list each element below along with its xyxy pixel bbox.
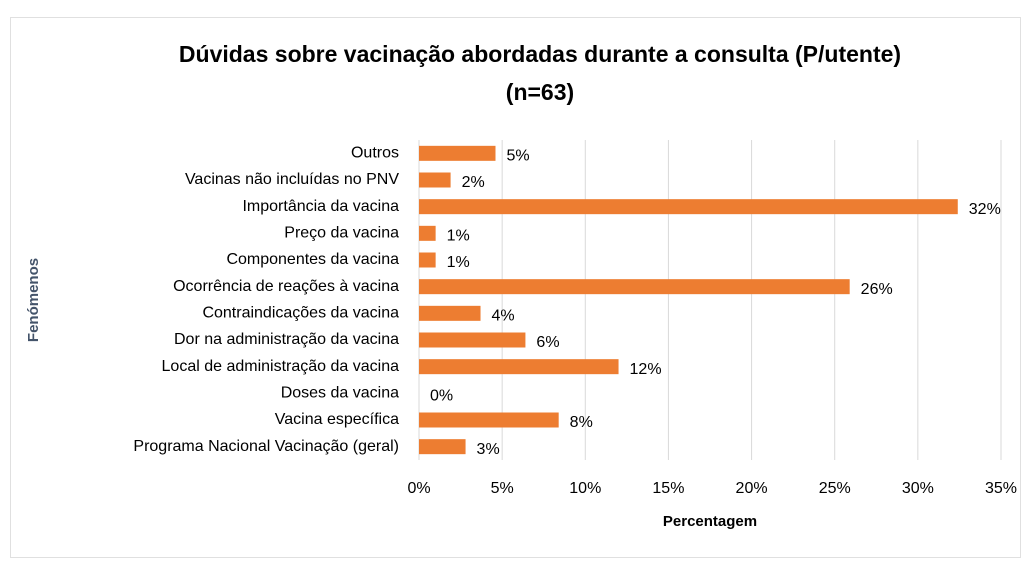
bar bbox=[419, 359, 619, 375]
value-label: 4% bbox=[492, 308, 515, 325]
value-label: 5% bbox=[506, 148, 529, 165]
y-tick-label: Programa Nacional Vacinação (geral) bbox=[133, 438, 399, 455]
y-tick-label: Vacina específica bbox=[275, 411, 399, 428]
x-tick-label: 5% bbox=[491, 480, 514, 497]
value-label: 3% bbox=[477, 441, 500, 458]
bar bbox=[419, 225, 436, 241]
x-axis-label: Percentagem bbox=[663, 513, 757, 530]
value-label: 0% bbox=[430, 388, 453, 405]
y-tick-label: Preço da vacina bbox=[284, 225, 399, 242]
y-tick-label: Contraindicações da vacina bbox=[202, 305, 399, 322]
bar bbox=[419, 252, 436, 268]
x-tick-label: 10% bbox=[569, 480, 601, 497]
bar bbox=[419, 305, 481, 321]
x-tick-label: 15% bbox=[652, 480, 684, 497]
bar bbox=[419, 145, 496, 161]
y-axis-label: Fenómenos bbox=[25, 258, 42, 342]
y-tick-label: Local de administração da vacina bbox=[162, 358, 400, 375]
bar bbox=[419, 199, 958, 215]
y-tick-label: Dor na administração da vacina bbox=[174, 331, 399, 348]
value-label: 1% bbox=[447, 228, 470, 245]
value-label: 32% bbox=[969, 201, 1001, 218]
y-tick-label: Doses da vacina bbox=[281, 385, 399, 402]
value-label: 1% bbox=[447, 254, 470, 271]
y-tick-label: Vacinas não incluídas no PNV bbox=[185, 171, 399, 188]
value-label: 2% bbox=[462, 174, 485, 191]
x-tick-label: 0% bbox=[407, 480, 430, 497]
x-tick-label: 25% bbox=[819, 480, 851, 497]
value-label: 12% bbox=[630, 361, 662, 378]
chart-title: Dúvidas sobre vacinação abordadas durant… bbox=[179, 41, 901, 67]
bar bbox=[419, 332, 526, 348]
bar bbox=[419, 279, 850, 295]
y-tick-label: Importância da vacina bbox=[242, 198, 399, 215]
y-tick-label: Componentes da vacina bbox=[226, 251, 399, 268]
bar bbox=[419, 439, 466, 455]
bar bbox=[419, 172, 451, 188]
x-tick-label: 30% bbox=[902, 480, 934, 497]
value-label: 26% bbox=[861, 281, 893, 298]
value-label: 6% bbox=[536, 334, 559, 351]
x-tick-label: 20% bbox=[736, 480, 768, 497]
value-label: 8% bbox=[570, 414, 593, 431]
chart-subtitle: (n=63) bbox=[506, 79, 574, 105]
x-tick-label: 35% bbox=[985, 480, 1017, 497]
bar bbox=[419, 412, 559, 428]
y-tick-label: Ocorrência de reações à vacina bbox=[173, 278, 399, 295]
y-tick-label: Outros bbox=[351, 145, 399, 162]
